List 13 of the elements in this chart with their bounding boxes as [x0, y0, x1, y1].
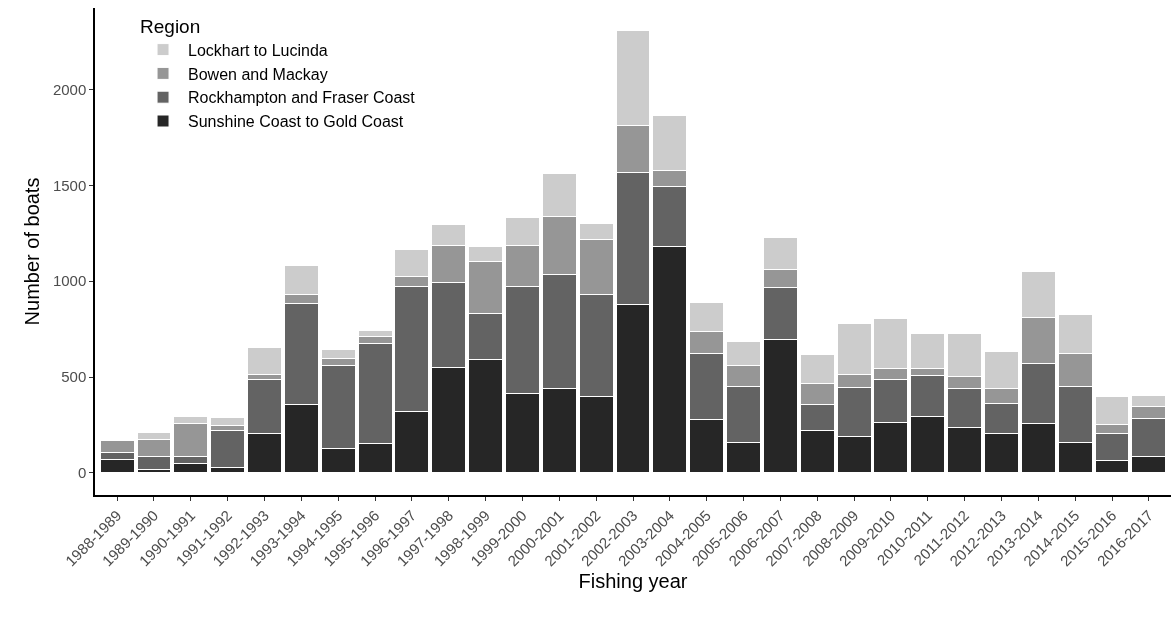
y-tick-label: 0 [77, 464, 87, 482]
x-axis-title: Fishing year [578, 570, 688, 593]
y-tick-label: 1000 [52, 272, 87, 290]
bar [210, 416, 246, 427]
legend-label: Bowen and Mackay [188, 65, 328, 83]
legend-label: Sunshine Coast to Gold Coast [188, 113, 404, 131]
legend-label: Lockhart to Lucinda [188, 41, 328, 59]
y-tick-label: 500 [61, 368, 87, 386]
legend-title: Region [140, 15, 201, 37]
y-tick-label: 2000 [52, 80, 87, 98]
y-axis-title: Number of boats [20, 177, 43, 326]
y-tick-label: 1500 [52, 176, 87, 194]
legend-label: Rockhampton and Fraser Coast [188, 89, 416, 107]
